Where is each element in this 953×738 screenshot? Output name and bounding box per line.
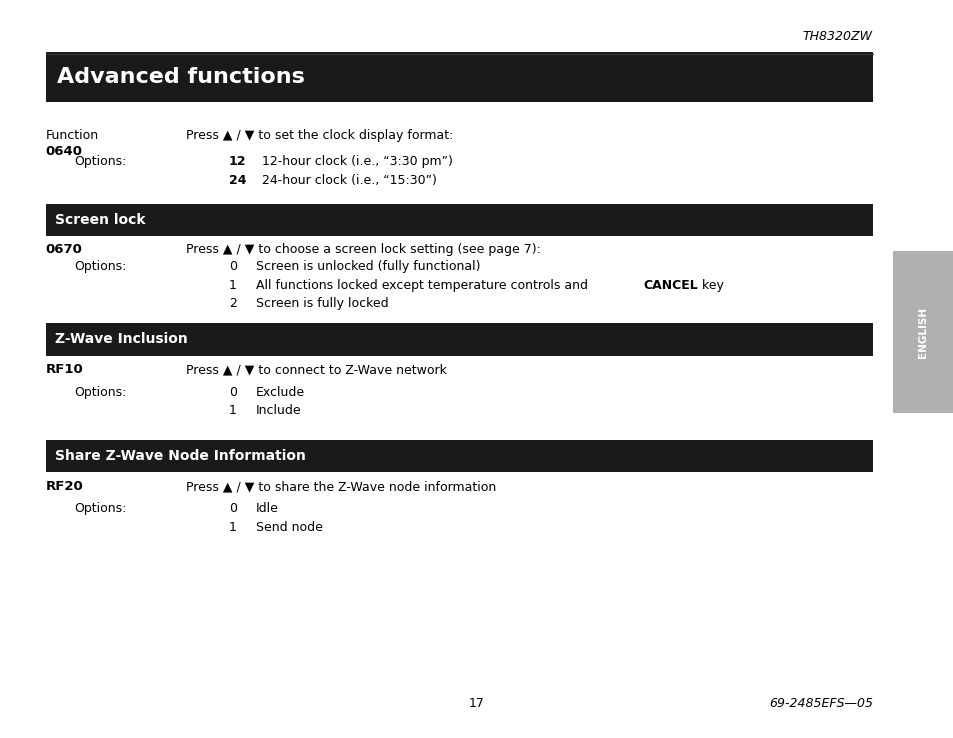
- Text: 0: 0: [229, 385, 236, 399]
- Text: Send node: Send node: [255, 520, 322, 534]
- Text: Press ▲ / ▼ to share the Z-Wave node information: Press ▲ / ▼ to share the Z-Wave node inf…: [186, 480, 496, 493]
- Text: Options:: Options:: [74, 260, 127, 273]
- Text: 0: 0: [229, 502, 236, 515]
- Text: Function: Function: [46, 128, 99, 142]
- Text: RF10: RF10: [46, 363, 84, 376]
- Text: Advanced functions: Advanced functions: [57, 66, 305, 87]
- Text: ENGLISH: ENGLISH: [918, 306, 927, 358]
- Text: 17: 17: [469, 697, 484, 710]
- Text: All functions locked except temperature controls and: All functions locked except temperature …: [255, 278, 591, 292]
- Text: Press ▲ / ▼ to set the clock display format:: Press ▲ / ▼ to set the clock display for…: [186, 128, 453, 142]
- FancyBboxPatch shape: [46, 52, 872, 102]
- Text: Press ▲ / ▼ to choose a screen lock setting (see page 7):: Press ▲ / ▼ to choose a screen lock sett…: [186, 243, 540, 256]
- FancyBboxPatch shape: [46, 323, 872, 356]
- Text: 1: 1: [229, 278, 236, 292]
- Text: Options:: Options:: [74, 155, 127, 168]
- Text: Screen is fully locked: Screen is fully locked: [255, 297, 388, 310]
- Text: Include: Include: [255, 404, 301, 417]
- Text: 24-hour clock (i.e., “15:30”): 24-hour clock (i.e., “15:30”): [262, 173, 436, 187]
- Text: 1: 1: [229, 520, 236, 534]
- FancyBboxPatch shape: [46, 204, 872, 236]
- Text: 0670: 0670: [46, 243, 83, 256]
- Text: 1: 1: [229, 404, 236, 417]
- Text: 0640: 0640: [46, 145, 83, 158]
- Text: Screen is unlocked (fully functional): Screen is unlocked (fully functional): [255, 260, 479, 273]
- Text: CANCEL: CANCEL: [642, 278, 697, 292]
- Text: Idle: Idle: [255, 502, 278, 515]
- Text: 24: 24: [229, 173, 246, 187]
- Text: Press ▲ / ▼ to connect to Z-Wave network: Press ▲ / ▼ to connect to Z-Wave network: [186, 363, 446, 376]
- Text: 12: 12: [229, 155, 246, 168]
- Text: Screen lock: Screen lock: [55, 213, 146, 227]
- Text: key: key: [698, 278, 723, 292]
- Text: Z-Wave Inclusion: Z-Wave Inclusion: [55, 333, 188, 346]
- FancyBboxPatch shape: [892, 251, 953, 413]
- Text: 2: 2: [229, 297, 236, 310]
- Text: 69-2485EFS—05: 69-2485EFS—05: [768, 697, 872, 710]
- Text: Share Z-Wave Node Information: Share Z-Wave Node Information: [55, 449, 306, 463]
- Text: 12-hour clock (i.e., “3:30 pm”): 12-hour clock (i.e., “3:30 pm”): [262, 155, 453, 168]
- Text: TH8320ZW: TH8320ZW: [802, 30, 872, 43]
- Text: 0: 0: [229, 260, 236, 273]
- Text: RF20: RF20: [46, 480, 84, 493]
- Text: Exclude: Exclude: [255, 385, 304, 399]
- Text: Options:: Options:: [74, 385, 127, 399]
- Text: Options:: Options:: [74, 502, 127, 515]
- FancyBboxPatch shape: [46, 440, 872, 472]
